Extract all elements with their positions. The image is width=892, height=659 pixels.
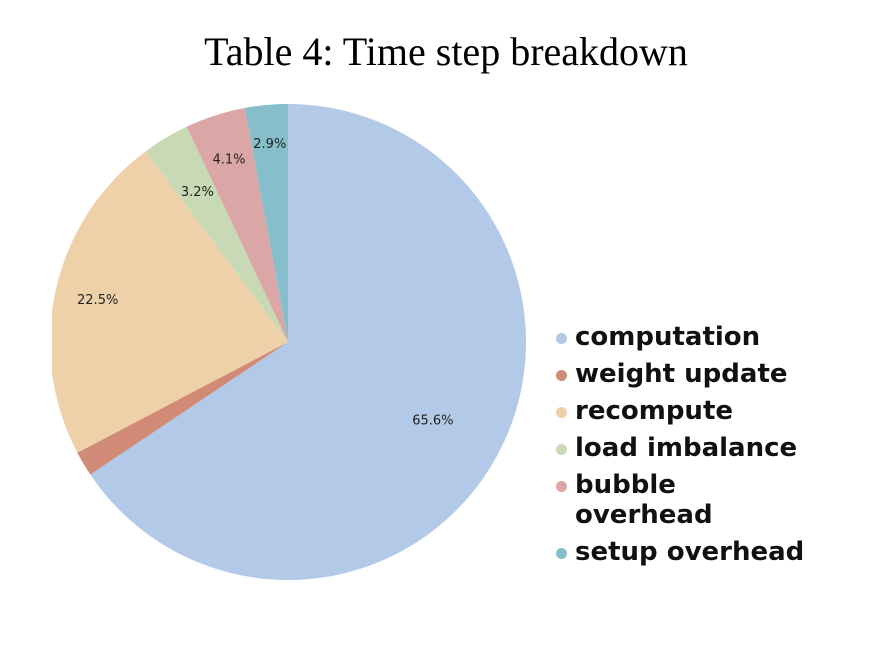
legend-label: recompute: [575, 396, 734, 426]
pie-slice-weight-update: [77, 342, 289, 475]
legend-swatch: [556, 333, 567, 344]
legend-item-computation: computation: [556, 322, 876, 352]
legend-label: weight update: [575, 359, 788, 389]
legend: computation weight update recompute load im…: [556, 322, 876, 574]
pie-slice-recompute: [52, 151, 288, 453]
slice-label-bubble-overhead: 4.1%: [212, 152, 245, 167]
legend-item-setup-overhead: setup overhead: [556, 537, 876, 567]
legend-label: computation: [575, 322, 761, 352]
pie-slice-load-imbalance: [145, 126, 288, 343]
legend-swatch: [556, 407, 567, 418]
slice-label-load-imbalance: 3.2%: [181, 185, 214, 200]
pie-slice-computation: [90, 104, 526, 580]
legend-item-weight-update: weight update: [556, 359, 876, 389]
legend-swatch: [556, 481, 567, 492]
chart-title: Table 4: Time step breakdown: [204, 29, 688, 74]
slice-label-setup-overhead: 2.9%: [253, 137, 286, 152]
legend-label: bubble overhead: [575, 470, 713, 530]
slice-label-computation: 65.6%: [412, 413, 453, 428]
legend-swatch: [556, 548, 567, 559]
pie-labels: 65.6% 22.5% 3.2% 4.1% 2.9%: [77, 137, 454, 428]
legend-item-load-imbalance: load imbalance: [556, 433, 876, 463]
legend-item-bubble-overhead: bubble overhead: [556, 470, 876, 530]
legend-swatch: [556, 444, 567, 455]
legend-swatch: [556, 370, 567, 381]
pie-slices: [52, 104, 526, 580]
legend-label: load imbalance: [575, 433, 798, 463]
legend-label: setup overhead: [575, 537, 805, 567]
pie-slice-bubble-overhead: [186, 107, 288, 343]
legend-item-recompute: recompute: [556, 396, 876, 426]
pie-slice-setup-overhead: [244, 104, 288, 342]
slice-label-recompute: 22.5%: [77, 293, 118, 308]
